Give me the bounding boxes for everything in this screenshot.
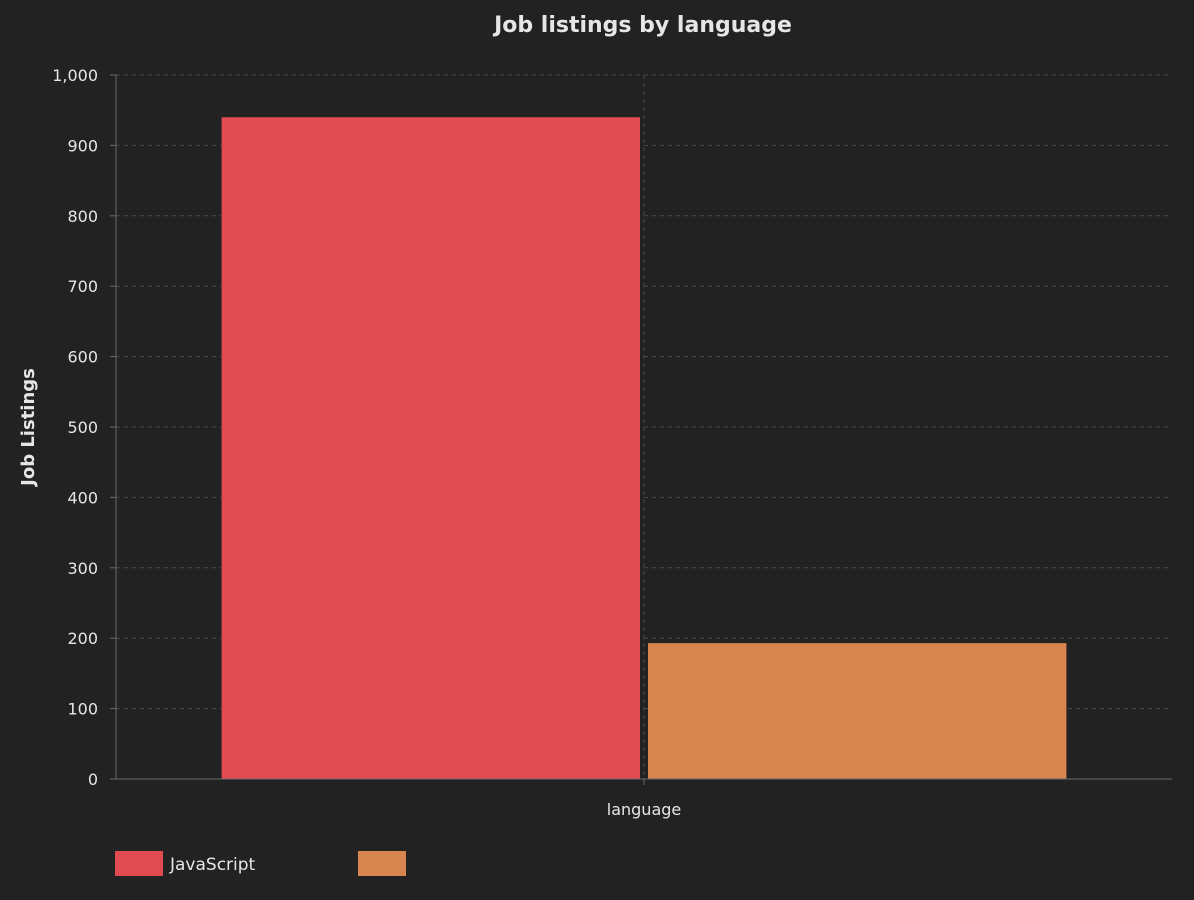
x-ticks: language xyxy=(607,779,682,819)
chart-title: Job listings by language xyxy=(492,13,792,38)
y-tick-label: 400 xyxy=(67,488,98,507)
legend: JavaScript xyxy=(115,851,406,876)
x-tick-label: language xyxy=(607,800,682,819)
y-tick-label: 800 xyxy=(67,207,98,226)
y-tick-label: 0 xyxy=(88,770,98,789)
bar-series-0[interactable] xyxy=(221,117,640,780)
bar-series-1[interactable] xyxy=(648,643,1067,779)
y-tick-label: 500 xyxy=(67,418,98,437)
y-tick-label: 100 xyxy=(67,700,98,719)
y-tick-label: 200 xyxy=(67,629,98,648)
y-ticks: 0 100 200 300 400 500 600 700 800 900 1,000 xyxy=(52,66,116,789)
y-tick-label: 1,000 xyxy=(52,66,98,85)
y-tick-label: 300 xyxy=(67,559,98,578)
bars xyxy=(221,117,1067,780)
y-tick-label: 900 xyxy=(67,136,98,155)
y-axis-label: Job Listings xyxy=(18,368,39,488)
legend-label[interactable]: JavaScript xyxy=(169,855,256,875)
y-tick-label: 700 xyxy=(67,277,98,296)
y-tick-label: 600 xyxy=(67,348,98,367)
legend-swatch[interactable] xyxy=(115,851,163,876)
legend-swatch[interactable] xyxy=(358,851,406,876)
